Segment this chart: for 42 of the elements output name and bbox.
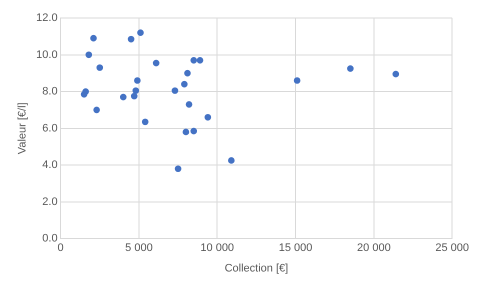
x-tick-label: 5 000 [125, 242, 153, 254]
y-tick-label: 4.0 [42, 159, 58, 172]
point [130, 92, 138, 100]
point [347, 65, 354, 72]
x-tick-label: 10 000 [200, 242, 234, 254]
point [228, 157, 235, 164]
x-tick-label: 15 000 [278, 242, 312, 254]
point [392, 70, 400, 78]
point [82, 88, 89, 95]
point [86, 51, 92, 58]
x-tick-label: 25 000 [435, 242, 470, 254]
point [174, 165, 182, 172]
point [152, 60, 160, 66]
point [128, 36, 134, 42]
point [294, 77, 300, 84]
point [120, 94, 127, 100]
point [172, 87, 178, 94]
point [196, 56, 204, 64]
y-axis-title: Valeur [€/l] [16, 102, 29, 154]
y-tick-label: 8.0 [42, 86, 58, 98]
point [132, 87, 140, 94]
point [93, 106, 100, 114]
point [182, 128, 190, 136]
point [190, 56, 198, 64]
point [142, 118, 148, 126]
y-tick-label: 6.0 [42, 122, 58, 134]
point [186, 101, 192, 108]
point [184, 70, 191, 76]
y-tick-label: 12.0 [36, 12, 58, 24]
point [190, 128, 198, 134]
x-axis-title: Collection [€] [224, 262, 288, 274]
point [181, 80, 188, 88]
y-tick-label: 0.0 [42, 232, 58, 245]
point [90, 34, 97, 42]
point [204, 114, 212, 121]
x-tick-label: 20 000 [357, 242, 391, 254]
y-tick-label: 10.0 [36, 48, 58, 61]
point [134, 77, 141, 84]
y-tick-label: 2.0 [42, 196, 58, 208]
point [137, 29, 144, 36]
point [96, 64, 104, 71]
x-tick-label: 0 [58, 242, 64, 254]
